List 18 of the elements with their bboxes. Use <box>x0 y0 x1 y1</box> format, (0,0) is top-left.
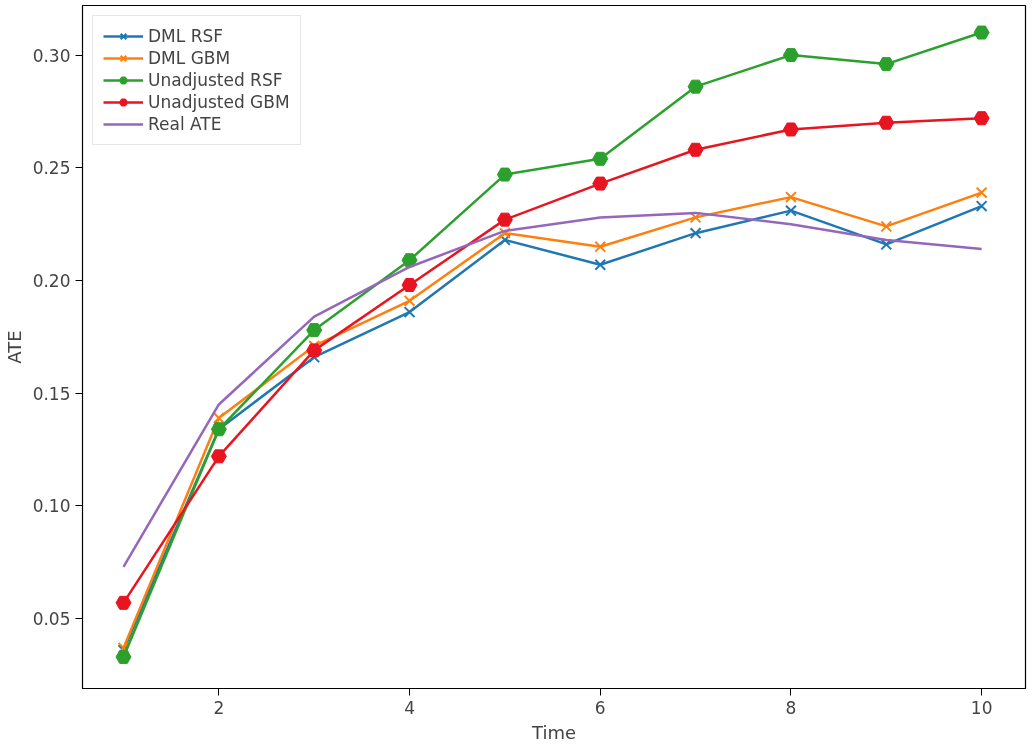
x-tick-label: 4 <box>404 697 415 718</box>
x-axis-title: Time <box>530 721 577 743</box>
legend-label: DML RSF <box>148 26 224 46</box>
y-tick-label: 0.20 <box>32 271 71 291</box>
y-tick-label: 0.05 <box>32 609 71 630</box>
legend-label: Real ATE <box>148 114 222 134</box>
x-tick-label: 10 <box>970 697 993 718</box>
x-tick-label: 2 <box>213 697 225 718</box>
y-tick-label: 0.30 <box>32 45 71 66</box>
legend-label: DML GBM <box>148 48 231 68</box>
x-tick-label: 8 <box>785 697 797 718</box>
y-tick-label: 0.25 <box>32 158 71 179</box>
y-axis-title: ATE <box>3 330 25 364</box>
x-tick-label: 6 <box>594 697 606 718</box>
y-tick-label: 0.15 <box>32 383 71 404</box>
legend-label: Unadjusted RSF <box>148 70 283 90</box>
y-tick-label: 0.10 <box>32 496 71 517</box>
legend-label: Unadjusted GBM <box>148 92 290 112</box>
